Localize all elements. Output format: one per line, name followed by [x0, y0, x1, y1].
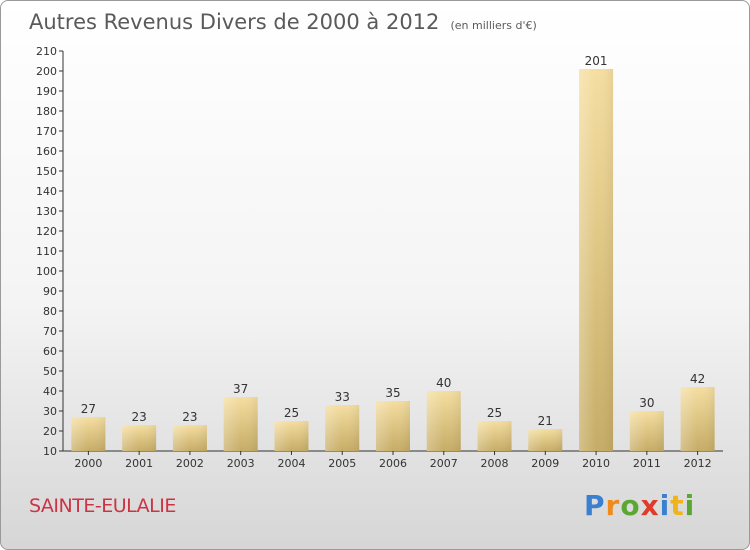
bar-shade — [274, 421, 309, 451]
y-tick-label: 30 — [43, 405, 57, 418]
y-tick-label: 60 — [43, 345, 57, 358]
logo-letter: P — [584, 489, 606, 522]
y-tick-label: 100 — [36, 265, 57, 278]
chart-title-block: Autres Revenus Divers de 2000 à 2012 (en… — [29, 10, 537, 34]
bar-value-label: 23 — [182, 410, 197, 424]
bar-value-label: 27 — [81, 402, 96, 416]
y-tick-label: 80 — [43, 305, 57, 318]
bar-value-label: 23 — [132, 410, 147, 424]
bar-shade — [477, 421, 512, 451]
x-tick-label: 2012 — [684, 457, 712, 470]
x-tick-label: 2003 — [227, 457, 255, 470]
x-tick-label: 2006 — [379, 457, 407, 470]
chart-subtitle: (en milliers d'€) — [450, 19, 537, 32]
y-tick-label: 160 — [36, 145, 57, 158]
logo-letter: t — [670, 489, 685, 522]
x-tick-label: 2004 — [277, 457, 305, 470]
y-tick-label: 120 — [36, 225, 57, 238]
bar-shade — [680, 387, 715, 451]
y-tick-label: 50 — [43, 365, 57, 378]
bar-shade — [172, 425, 207, 451]
x-tick-label: 2001 — [125, 457, 153, 470]
y-tick-label: 170 — [36, 125, 57, 138]
bar-shade — [579, 69, 614, 451]
bar-shade — [629, 411, 664, 451]
logo-letter: i — [684, 489, 696, 522]
x-tick-label: 2008 — [481, 457, 509, 470]
y-tick-label: 40 — [43, 385, 57, 398]
y-tick-label: 140 — [36, 185, 57, 198]
y-tick-label: 90 — [43, 285, 57, 298]
y-tick-label: 180 — [36, 105, 57, 118]
x-tick-label: 2010 — [582, 457, 610, 470]
chart-bars: 27 23 23 37 25 33 35 40 25 21 201 30 42 — [71, 54, 715, 451]
x-tick-label: 2007 — [430, 457, 458, 470]
bar-value-label: 201 — [585, 54, 608, 68]
y-tick-label: 10 — [43, 445, 57, 458]
bar-value-label: 40 — [436, 376, 451, 390]
logo-letter: o — [620, 489, 641, 522]
bar-value-label: 35 — [385, 386, 400, 400]
bar-value-label: 30 — [639, 396, 654, 410]
x-tick-label: 2002 — [176, 457, 204, 470]
y-tick-label: 190 — [36, 85, 57, 98]
y-tick-label: 210 — [36, 45, 57, 58]
proxiti-logo: Proxiti — [584, 489, 695, 522]
bar-shade — [223, 397, 258, 451]
bar-shade — [426, 391, 461, 451]
bar-shade — [376, 401, 410, 451]
bar-shade — [325, 405, 360, 451]
x-tick-label: 2011 — [633, 457, 661, 470]
x-tick-label: 2009 — [531, 457, 559, 470]
logo-letter: i — [659, 489, 671, 522]
bar-shade — [71, 417, 106, 451]
city-name: SAINTE-EULALIE — [29, 495, 176, 517]
x-tick-label: 2000 — [74, 457, 102, 470]
bar-value-label: 21 — [538, 414, 553, 428]
bar-value-label: 25 — [284, 406, 299, 420]
chart-axes: 10 20 30 40 50 60 70 80 90 100 110 120 130 140 150 160 1… — [36, 45, 723, 470]
logo-letter: r — [605, 489, 621, 522]
y-tick-label: 130 — [36, 205, 57, 218]
bar-value-label: 42 — [690, 372, 705, 386]
chart-title: Autres Revenus Divers de 2000 à 2012 — [29, 10, 440, 34]
y-tick-label: 110 — [36, 245, 57, 258]
x-tick-label: 2005 — [328, 457, 356, 470]
y-tick-label: 150 — [36, 165, 57, 178]
logo-letter: x — [640, 489, 660, 522]
y-tick-label: 20 — [43, 425, 57, 438]
bar-value-label: 25 — [487, 406, 502, 420]
y-tick-label: 200 — [36, 65, 57, 78]
bar-shade — [528, 429, 563, 451]
y-tick-label: 70 — [43, 325, 57, 338]
bar-shade — [122, 425, 157, 451]
bar-value-label: 37 — [233, 382, 248, 396]
bar-value-label: 33 — [335, 390, 350, 404]
